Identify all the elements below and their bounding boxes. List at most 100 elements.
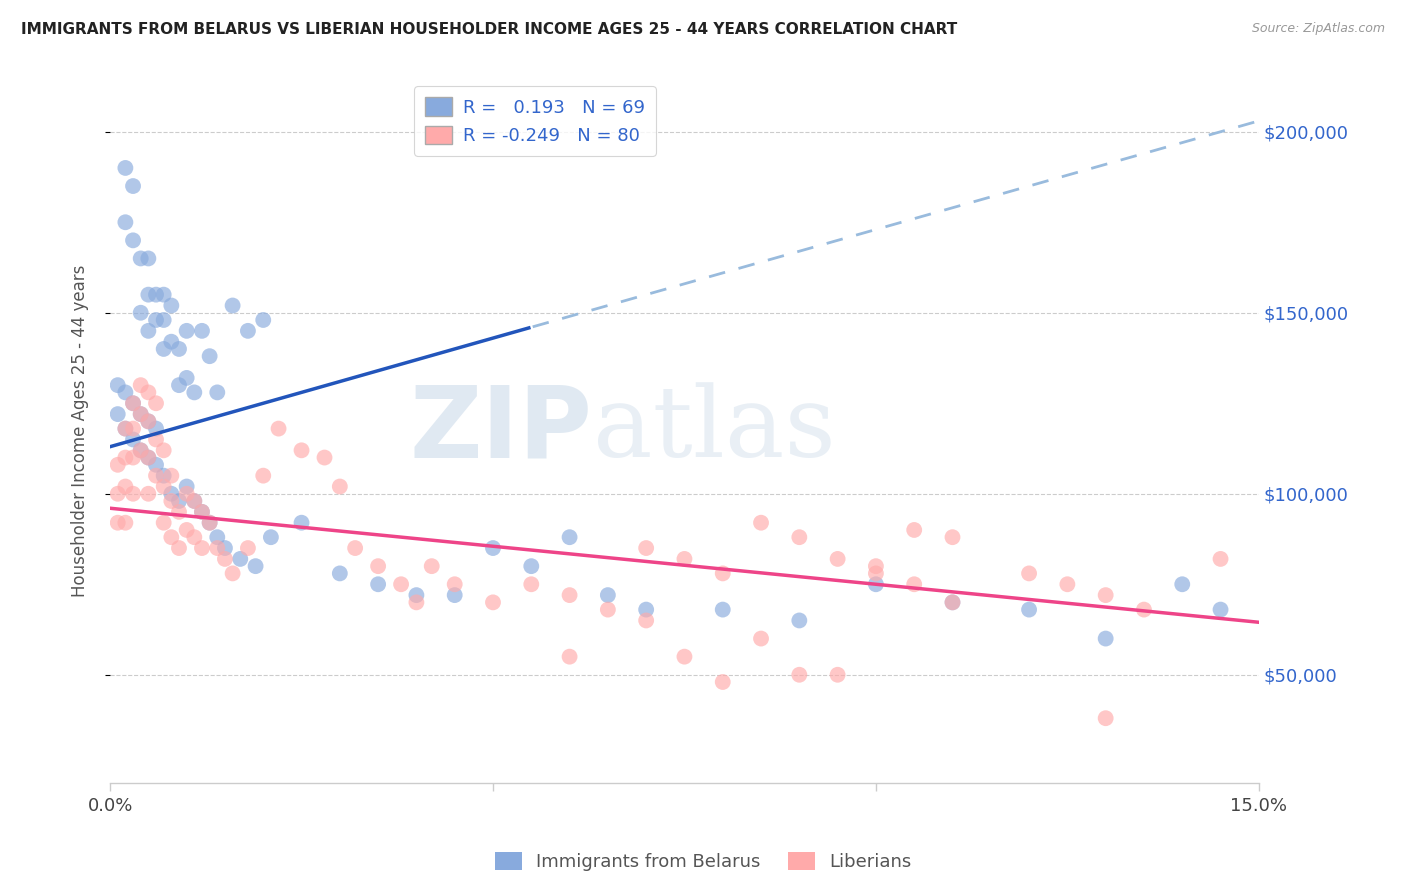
Point xyxy=(1056,577,1078,591)
Point xyxy=(558,588,581,602)
Point xyxy=(114,161,136,175)
Point xyxy=(145,287,167,301)
Point xyxy=(482,541,505,555)
Point xyxy=(145,433,167,447)
Legend: R =   0.193   N = 69, R = -0.249   N = 80: R = 0.193 N = 69, R = -0.249 N = 80 xyxy=(415,87,657,156)
Point xyxy=(167,505,190,519)
Point xyxy=(152,313,174,327)
Point xyxy=(344,541,367,555)
Point xyxy=(152,479,174,493)
Point xyxy=(160,487,183,501)
Point xyxy=(122,433,145,447)
Point xyxy=(941,530,963,544)
Point xyxy=(191,541,214,555)
Point xyxy=(114,479,136,493)
Point xyxy=(267,421,290,435)
Point xyxy=(1094,632,1116,646)
Point xyxy=(636,602,658,616)
Point xyxy=(1209,602,1232,616)
Point xyxy=(129,407,152,421)
Point xyxy=(329,479,352,493)
Point xyxy=(138,252,160,266)
Point xyxy=(673,649,696,664)
Point xyxy=(443,588,465,602)
Point xyxy=(221,298,243,312)
Point xyxy=(520,577,543,591)
Point xyxy=(107,407,129,421)
Point xyxy=(389,577,412,591)
Point xyxy=(107,378,129,392)
Point xyxy=(711,675,734,690)
Point xyxy=(941,595,963,609)
Point xyxy=(1171,577,1194,591)
Point xyxy=(405,595,427,609)
Point xyxy=(1018,566,1040,581)
Point xyxy=(107,458,129,472)
Point xyxy=(145,421,167,435)
Point xyxy=(183,494,205,508)
Point xyxy=(138,487,160,501)
Point xyxy=(152,287,174,301)
Point xyxy=(673,552,696,566)
Point xyxy=(329,566,352,581)
Point xyxy=(114,516,136,530)
Point xyxy=(789,667,811,681)
Point xyxy=(122,396,145,410)
Point xyxy=(129,252,152,266)
Point xyxy=(122,396,145,410)
Point xyxy=(183,494,205,508)
Legend: Immigrants from Belarus, Liberians: Immigrants from Belarus, Liberians xyxy=(488,845,918,879)
Text: Source: ZipAtlas.com: Source: ZipAtlas.com xyxy=(1251,22,1385,36)
Point xyxy=(636,541,658,555)
Point xyxy=(420,559,443,574)
Point xyxy=(160,468,183,483)
Point xyxy=(865,566,887,581)
Point xyxy=(260,530,283,544)
Point xyxy=(122,450,145,465)
Point xyxy=(827,667,849,681)
Point xyxy=(558,530,581,544)
Point xyxy=(214,552,236,566)
Point xyxy=(245,559,267,574)
Point xyxy=(114,385,136,400)
Point xyxy=(229,552,252,566)
Point xyxy=(236,324,259,338)
Point xyxy=(903,523,925,537)
Point xyxy=(749,516,772,530)
Point xyxy=(789,614,811,628)
Point xyxy=(1133,602,1156,616)
Point xyxy=(176,523,198,537)
Point xyxy=(138,287,160,301)
Point xyxy=(827,552,849,566)
Point xyxy=(711,602,734,616)
Point xyxy=(122,487,145,501)
Point xyxy=(114,450,136,465)
Point xyxy=(145,313,167,327)
Point xyxy=(122,421,145,435)
Point xyxy=(138,450,160,465)
Point xyxy=(520,559,543,574)
Point xyxy=(167,541,190,555)
Point xyxy=(221,566,243,581)
Point xyxy=(405,588,427,602)
Point xyxy=(129,306,152,320)
Point xyxy=(114,421,136,435)
Point xyxy=(198,516,221,530)
Point xyxy=(596,588,619,602)
Point xyxy=(252,313,274,327)
Point xyxy=(145,468,167,483)
Point xyxy=(122,233,145,247)
Point xyxy=(183,530,205,544)
Point xyxy=(176,324,198,338)
Point xyxy=(129,443,152,458)
Point xyxy=(176,371,198,385)
Point xyxy=(167,378,190,392)
Point xyxy=(1018,602,1040,616)
Point xyxy=(176,479,198,493)
Point xyxy=(236,541,259,555)
Point xyxy=(207,385,229,400)
Point xyxy=(129,378,152,392)
Point xyxy=(160,494,183,508)
Point xyxy=(1209,552,1232,566)
Point xyxy=(167,494,190,508)
